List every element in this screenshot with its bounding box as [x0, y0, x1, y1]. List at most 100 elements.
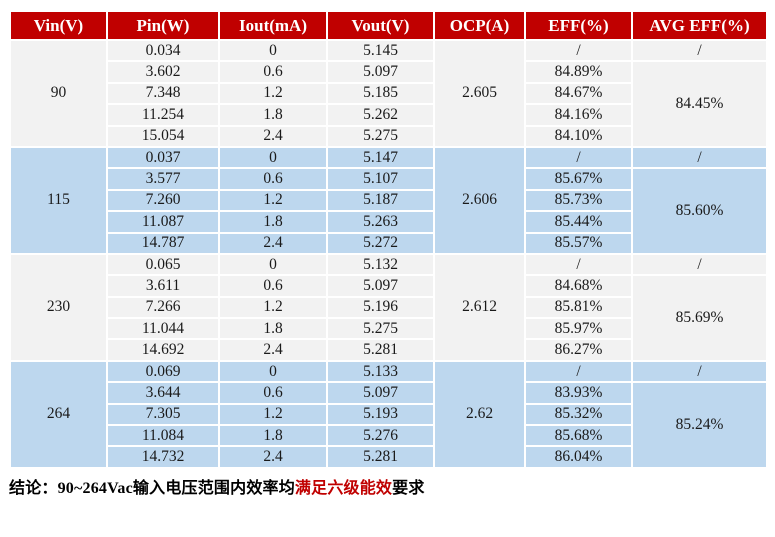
efficiency-table: Vin(V) Pin(W) Iout(mA) Vout(V) OCP(A) EFF(%) A…	[9, 10, 768, 469]
table-row: 3.611 0.6 5.097 84.68% 85.69%	[10, 274, 768, 362]
table-row: 14.692 2.4 5.281 86.27%	[10, 338, 767, 362]
table-row: 11.084 1.8 5.276 85.68%	[10, 424, 767, 448]
table-row: 7.305 1.2 5.193 85.32%	[10, 402, 767, 427]
table-row: 11.254 1.8 5.262 84.16%	[10, 103, 767, 127]
pin-cell: 11.084	[106, 424, 220, 448]
pin-cell: 3.644	[106, 381, 220, 405]
table-row: 7.260 1.2 5.187 85.73%	[10, 188, 767, 213]
pin-cell: 0.069	[106, 359, 220, 384]
pin-cell: 7.260	[106, 188, 220, 213]
iout-cell: 1.8	[218, 317, 328, 341]
vout-cell: 5.133	[326, 359, 435, 384]
vout-cell: 5.275	[326, 124, 435, 148]
avg-eff-cell: 85.24%	[631, 381, 768, 469]
table-row: 11.087 1.8 5.263 85.44%	[10, 210, 767, 234]
column-header: Vout(V)	[326, 10, 435, 41]
iout-cell: 0.6	[218, 60, 328, 84]
eff-cell: 85.44%	[524, 210, 633, 234]
iout-cell: 0.6	[218, 167, 328, 191]
eff-cell: 86.27%	[524, 338, 633, 362]
iout-cell: 1.8	[218, 103, 328, 127]
iout-cell: 1.8	[218, 424, 328, 448]
iout-cell: 1.2	[218, 188, 328, 213]
vout-cell: 5.132	[326, 252, 435, 277]
avg-eff-first-cell: /	[631, 359, 768, 384]
pin-cell: 3.602	[106, 60, 220, 84]
iout-cell: 0	[218, 359, 328, 384]
avg-eff-first-cell: /	[631, 145, 768, 170]
avg-eff-cell: 84.45%	[631, 60, 768, 148]
pin-cell: 15.054	[106, 124, 220, 148]
eff-cell: /	[524, 359, 633, 384]
ocp-cell: 2.605	[433, 39, 526, 148]
pin-cell: 14.787	[106, 231, 220, 255]
eff-cell: 84.67%	[524, 81, 633, 106]
table-row: 14.732 2.4 5.281 86.04%	[10, 445, 767, 469]
vout-cell: 5.097	[326, 60, 435, 84]
iout-cell: 0	[218, 145, 328, 170]
eff-cell: 84.89%	[524, 60, 633, 84]
iout-cell: 2.4	[218, 231, 328, 255]
column-header: AVG EFF(%)	[631, 10, 768, 41]
table-row: 230 0.065 0 5.132 2.612//	[9, 252, 768, 362]
pin-cell: 7.348	[106, 81, 220, 106]
table-header: Vin(V) Pin(W) Iout(mA) Vout(V) OCP(A) EFF(%) A…	[9, 10, 768, 41]
table-row: 3.602 0.6 5.097 84.89% 84.45%	[10, 60, 768, 148]
avg-eff-first-cell: /	[631, 38, 768, 63]
vin-cell: 230	[9, 252, 108, 362]
column-header: Iout(mA)	[218, 10, 328, 41]
pin-cell: 11.087	[106, 210, 220, 234]
table-row: 7.266 1.2 5.196 85.81%	[10, 295, 767, 320]
pin-cell: 7.305	[106, 402, 220, 427]
vout-cell: 5.275	[326, 317, 435, 341]
column-header: Pin(W)	[106, 10, 220, 41]
eff-cell: 85.32%	[524, 402, 633, 427]
eff-cell: /	[524, 252, 633, 277]
pin-cell: 14.692	[106, 338, 220, 362]
vout-cell: 5.262	[326, 103, 435, 127]
conclusion-suffix: 要求	[392, 479, 425, 497]
conclusion-text: 结论：90~264Vac输入电压范围内效率均满足六级能效要求	[9, 474, 766, 498]
table-row: 7.348 1.2 5.185 84.67%	[10, 81, 767, 106]
eff-cell: 85.97%	[524, 317, 633, 341]
table-row: 15.054 2.4 5.275 84.10%	[10, 124, 767, 148]
avg-eff-first-cell: /	[631, 252, 768, 277]
vin-cell: 264	[9, 359, 108, 469]
vout-cell: 5.276	[326, 424, 435, 448]
column-header: OCP(A)	[433, 10, 526, 41]
iout-cell: 0.6	[218, 381, 328, 405]
vout-cell: 5.263	[326, 210, 435, 234]
vout-cell: 5.107	[326, 167, 435, 191]
pin-cell: 0.037	[106, 145, 220, 170]
table-body: 90 0.034 0 5.145 2.605//3.602 0.6 5.097 84.89% 8…	[9, 38, 768, 469]
iout-cell: 2.4	[218, 445, 328, 469]
pin-cell: 7.266	[106, 295, 220, 320]
avg-eff-cell: 85.69%	[631, 274, 768, 362]
eff-cell: /	[524, 145, 633, 170]
vout-cell: 5.187	[326, 188, 435, 213]
conclusion-prefix: 结论：	[9, 479, 58, 497]
iout-cell: 0	[218, 38, 328, 63]
table-row: 115 0.037 0 5.147 2.606//	[9, 145, 768, 255]
eff-cell: 85.68%	[524, 424, 633, 448]
ocp-cell: 2.612	[433, 252, 526, 362]
iout-cell: 2.4	[218, 338, 328, 362]
table-row: 3.577 0.6 5.107 85.67% 85.60%	[10, 167, 768, 255]
iout-cell: 1.8	[218, 210, 328, 234]
pin-cell: 11.044	[106, 317, 220, 341]
vout-cell: 5.185	[326, 81, 435, 106]
table-row: 3.644 0.6 5.097 83.93% 85.24%	[10, 381, 768, 469]
report-page: Vin(V) Pin(W) Iout(mA) Vout(V) OCP(A) EFF(%) A…	[9, 10, 768, 498]
conclusion-highlight: 满足六级能效	[294, 479, 393, 497]
column-header: Vin(V)	[9, 10, 108, 41]
vin-cell: 115	[9, 145, 108, 255]
column-header: EFF(%)	[524, 10, 633, 41]
vout-cell: 5.145	[326, 38, 435, 63]
vout-cell: 5.281	[326, 338, 435, 362]
eff-cell: /	[524, 38, 633, 63]
vout-cell: 5.193	[326, 402, 435, 427]
table-row: 11.044 1.8 5.275 85.97%	[10, 317, 767, 341]
eff-cell: 85.57%	[524, 231, 633, 255]
eff-cell: 85.67%	[524, 167, 633, 191]
eff-cell: 85.73%	[524, 188, 633, 213]
